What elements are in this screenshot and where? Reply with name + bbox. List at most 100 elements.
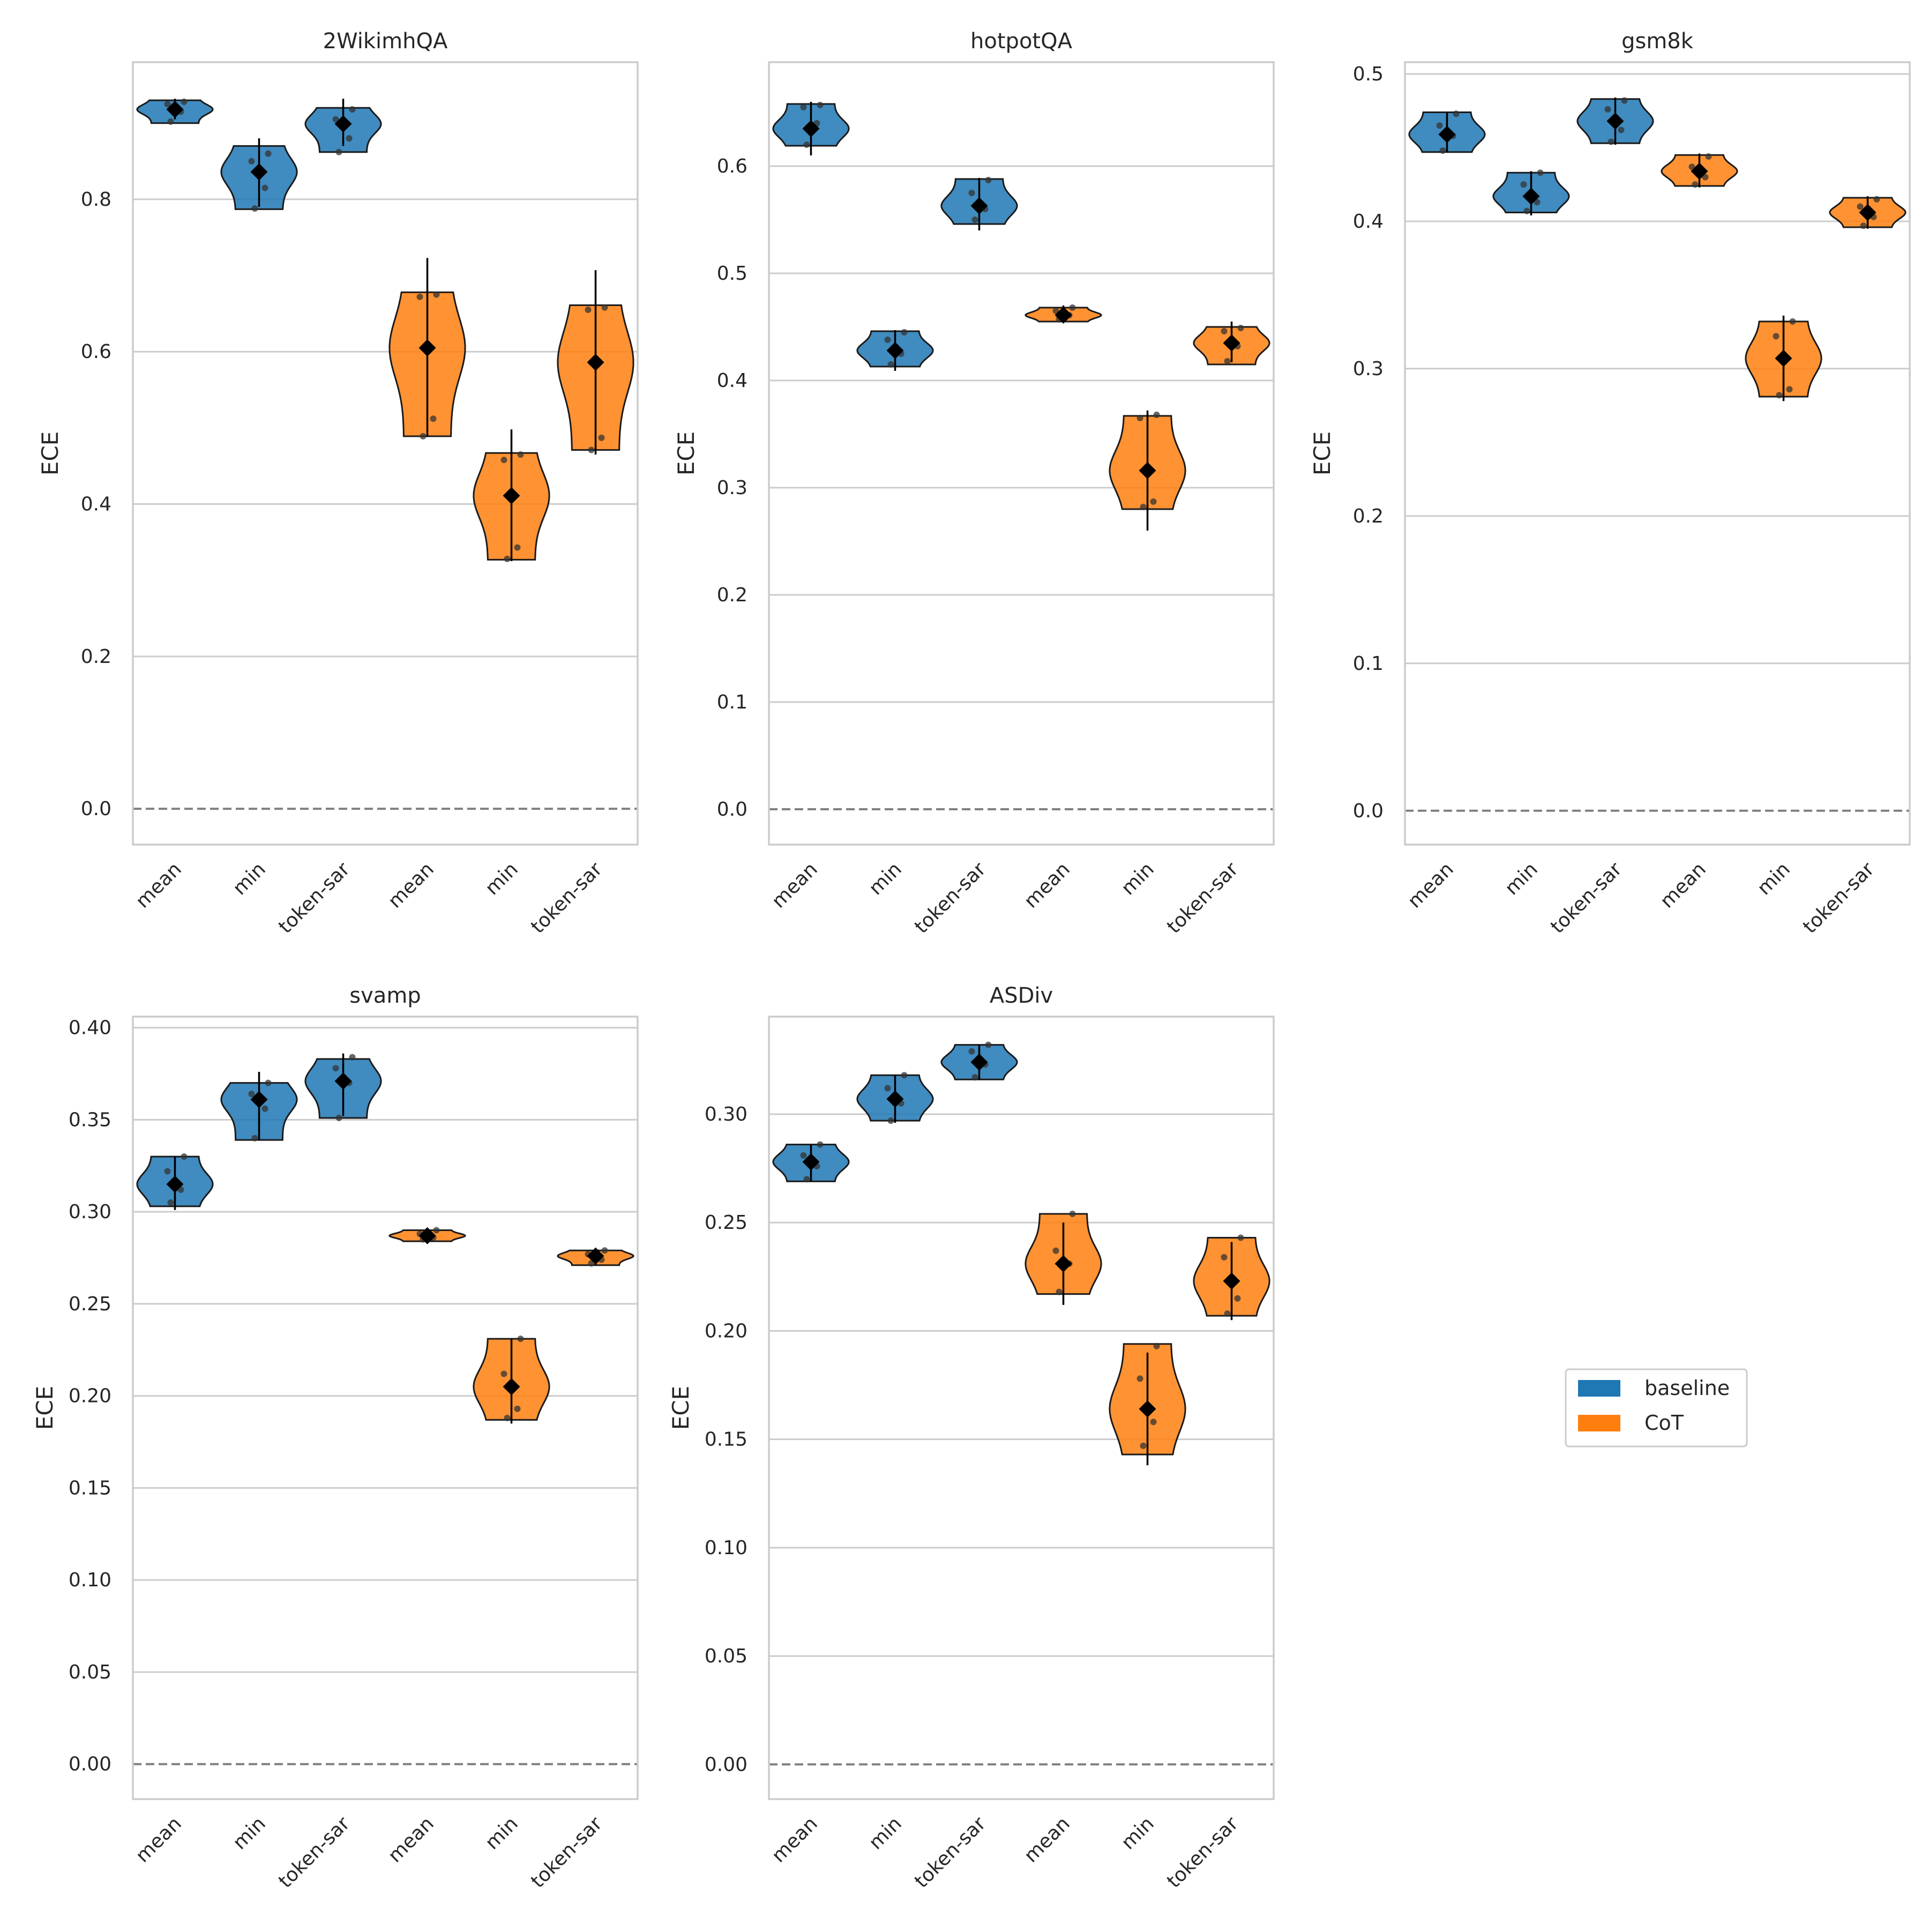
y-tick-label: 0.25 (69, 1293, 111, 1315)
y-tick-label: 0.20 (69, 1385, 111, 1407)
axes-frame (1404, 61, 1911, 846)
mean-marker (418, 1227, 436, 1244)
mean-marker (1055, 1255, 1072, 1273)
mean-marker (886, 1090, 904, 1108)
data-point (181, 1153, 188, 1160)
mean-marker (802, 120, 820, 137)
data-point (1705, 153, 1712, 160)
y-tick-label: 0.1 (717, 691, 747, 713)
data-point (1604, 106, 1611, 113)
axes-frame (132, 61, 639, 846)
y-tick-label: 0.30 (69, 1201, 111, 1223)
data-point (1052, 1247, 1059, 1254)
data-point (346, 135, 353, 142)
mean-marker (1691, 162, 1708, 180)
data-point (1523, 207, 1530, 214)
data-point (817, 102, 824, 108)
mean-marker (334, 1072, 352, 1090)
data-point (164, 101, 171, 108)
y-tick-label: 0.20 (705, 1320, 747, 1342)
data-point (514, 544, 521, 551)
data-point (971, 1074, 978, 1081)
data-point (588, 446, 595, 453)
panel-title: svamp (349, 983, 421, 1008)
y-tick-label: 0.2 (717, 584, 747, 606)
data-point (1857, 203, 1864, 210)
data-point (517, 451, 524, 458)
mean-marker (587, 1247, 604, 1265)
data-point (1520, 181, 1527, 188)
data-point (601, 1247, 608, 1254)
data-point (1237, 1234, 1244, 1241)
y-tick-label: 0.2 (81, 646, 111, 668)
data-point (1618, 126, 1625, 133)
data-point (517, 1336, 524, 1342)
data-point (251, 1135, 258, 1142)
data-point (887, 1117, 894, 1124)
panel-title: gsm8k (1621, 29, 1694, 54)
data-point (248, 1091, 255, 1098)
data-point (1153, 1342, 1160, 1349)
mean-marker (250, 163, 268, 181)
legend-label-cot: CoT (1644, 1411, 1684, 1435)
panel-title: ASDiv (990, 983, 1053, 1008)
y-tick-label: 0.4 (81, 494, 111, 516)
data-point (1608, 138, 1614, 145)
data-point (1692, 181, 1699, 188)
y-tick-label: 0.4 (717, 370, 747, 392)
data-point (1453, 110, 1460, 117)
data-point (1153, 412, 1160, 418)
data-point (1137, 415, 1143, 421)
axes-frame (768, 61, 1275, 846)
y-axis-label: ECE (1309, 431, 1335, 475)
y-tick-label: 0.40 (69, 1017, 111, 1039)
y-tick-label: 0.8 (81, 189, 111, 211)
mean-marker (503, 1378, 520, 1396)
data-point (514, 1405, 521, 1412)
data-point (800, 104, 807, 110)
data-point (968, 1048, 975, 1055)
mean-marker (1223, 334, 1240, 352)
y-tick-label: 0.5 (1353, 63, 1384, 85)
data-point (261, 1105, 268, 1112)
y-tick-label: 0.15 (705, 1429, 747, 1451)
mean-marker (1438, 125, 1456, 143)
data-point (1234, 1295, 1241, 1302)
data-point (1224, 358, 1231, 364)
data-point (420, 433, 427, 440)
data-point (598, 434, 605, 441)
data-point (971, 217, 978, 223)
data-point (500, 457, 507, 464)
mean-marker (250, 1091, 268, 1108)
data-point (332, 116, 339, 123)
data-point (181, 98, 188, 105)
data-point (349, 106, 356, 113)
panel-title: 2WikimhQA (323, 29, 448, 54)
mean-marker (1139, 462, 1156, 479)
y-tick-label: 0.4 (1353, 211, 1384, 233)
data-point (265, 150, 272, 157)
data-point (985, 1041, 992, 1048)
data-point (1439, 147, 1446, 154)
y-tick-label: 0.2 (1353, 505, 1384, 527)
mean-marker (503, 487, 520, 504)
data-point (1436, 122, 1443, 129)
mean-marker (886, 342, 904, 359)
data-point (1150, 1419, 1157, 1426)
y-axis-label: ECE (668, 1386, 694, 1430)
mean-marker (802, 1153, 820, 1170)
y-tick-label: 0.30 (705, 1103, 747, 1125)
y-tick-label: 0.6 (81, 341, 111, 363)
legend-swatch-cot (1578, 1415, 1620, 1431)
data-point (167, 1199, 174, 1206)
data-point (416, 293, 423, 300)
data-point (1786, 386, 1793, 393)
y-tick-label: 0.3 (717, 477, 747, 499)
mean-marker (418, 339, 436, 357)
y-tick-label: 0.0 (1353, 800, 1384, 822)
data-point (1621, 97, 1628, 104)
data-point (433, 291, 440, 298)
legend-label-baseline: baseline (1644, 1376, 1730, 1400)
